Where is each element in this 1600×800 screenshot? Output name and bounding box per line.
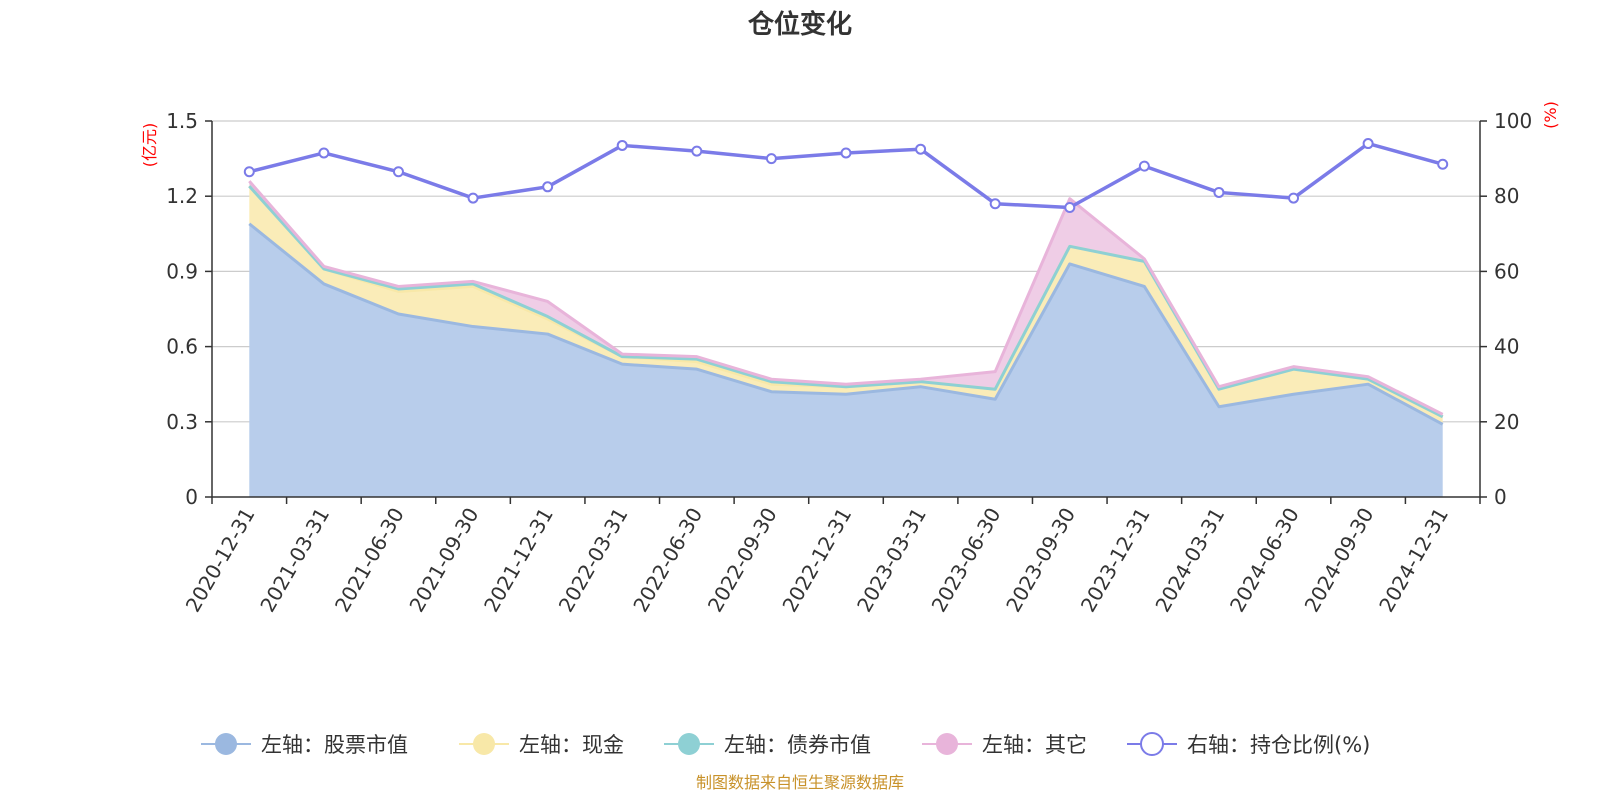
legend-label: 右轴：持仓比例(%) <box>1187 733 1370 757</box>
left-y-label: 0.6 <box>166 335 198 359</box>
left-y-label: 1.2 <box>166 184 198 208</box>
series-lines <box>248 180 1444 426</box>
legend-marker <box>936 733 958 755</box>
area-2 <box>249 186 1443 425</box>
x-label: 2021-12-31 <box>479 504 558 617</box>
legend-label: 左轴：债券市值 <box>724 733 871 757</box>
ratio-point <box>1064 201 1076 213</box>
ratio-point <box>840 147 852 159</box>
ratio-point <box>467 192 479 204</box>
ratio-point <box>915 143 927 155</box>
x-label: 2022-12-31 <box>777 504 856 617</box>
data-source-note: 制图数据来自恒生聚源数据库 <box>696 773 904 792</box>
legend-marker <box>215 733 237 755</box>
ratio-point <box>616 139 628 151</box>
legend-item-2[interactable]: 左轴：现金 <box>459 733 624 757</box>
stacked-areas <box>249 181 1443 498</box>
x-label: 2022-09-30 <box>703 504 782 617</box>
axes <box>205 120 1487 504</box>
right-y-label: 40 <box>1494 335 1519 359</box>
ratio-point <box>1138 160 1150 172</box>
area-1 <box>249 223 1443 498</box>
x-label: 2023-03-31 <box>852 504 931 617</box>
ratio-point <box>1362 138 1374 150</box>
left-y-label: 0.9 <box>166 259 198 283</box>
x-label: 2024-09-30 <box>1300 504 1379 617</box>
right-y-label: 20 <box>1494 410 1519 434</box>
ratio-point <box>1288 192 1300 204</box>
legend-item-1[interactable]: 左轴：股票市值 <box>201 733 408 757</box>
holding-ratio-line <box>243 138 1449 213</box>
x-label: 2023-12-31 <box>1076 504 1155 617</box>
legend-marker <box>473 733 495 755</box>
left-y-label: 0 <box>185 485 198 509</box>
x-label: 2024-03-31 <box>1150 504 1229 617</box>
ratio-point <box>243 166 255 178</box>
ratio-point <box>1437 158 1449 170</box>
x-label: 2023-09-30 <box>1001 504 1080 617</box>
legend: 左轴：股票市值 左轴：现金 左轴：债券市值 左轴：其它 右轴：持仓比例(%) <box>201 732 1370 757</box>
ratio-point <box>318 147 330 159</box>
x-axis-tick-labels: 2020-12-312021-03-312021-06-302021-09-30… <box>181 504 1453 617</box>
x-label: 2024-06-30 <box>1225 504 1304 617</box>
left-axis-unit: (亿元) <box>140 123 159 168</box>
right-y-label: 0 <box>1494 485 1507 509</box>
ratio-point <box>542 181 554 193</box>
x-label: 2022-03-31 <box>554 504 633 617</box>
area-line-3 <box>248 185 1444 419</box>
area-line-1 <box>248 222 1444 426</box>
area-line-4 <box>248 180 1444 416</box>
left-y-label: 0.3 <box>166 410 198 434</box>
right-y-label: 60 <box>1494 259 1519 283</box>
ratio-point <box>1213 186 1225 198</box>
x-label: 2021-09-30 <box>404 504 483 617</box>
legend-item-4[interactable]: 左轴：其它 <box>922 733 1087 757</box>
ratio-point <box>691 145 703 157</box>
ratio-point <box>392 166 404 178</box>
legend-label: 左轴：现金 <box>519 733 624 757</box>
x-label: 2021-06-30 <box>330 504 409 617</box>
right-y-label: 80 <box>1494 184 1519 208</box>
left-y-label: 1.5 <box>166 109 198 133</box>
ratio-point <box>989 198 1001 210</box>
chart-title: 仓位变化 <box>747 9 852 40</box>
legend-marker <box>1140 732 1164 756</box>
legend-label: 左轴：其它 <box>982 733 1087 757</box>
x-label: 2023-06-30 <box>927 504 1006 617</box>
legend-marker <box>678 733 700 755</box>
x-label: 2020-12-31 <box>181 504 260 617</box>
x-label: 2022-06-30 <box>628 504 707 617</box>
x-label: 2021-03-31 <box>255 504 334 617</box>
legend-item-3[interactable]: 左轴：债券市值 <box>664 733 871 757</box>
ratio-point <box>765 153 777 165</box>
x-label: 2024-12-31 <box>1374 504 1453 617</box>
legend-item-5[interactable]: 右轴：持仓比例(%) <box>1127 732 1370 757</box>
legend-label: 左轴：股票市值 <box>261 733 408 757</box>
right-axis-unit: (%) <box>1541 101 1560 129</box>
left-axis-tick-labels: 0 0.3 0.6 0.9 1.2 1.5 <box>166 109 198 509</box>
right-axis-tick-labels: 0 20 40 60 80 100 <box>1494 109 1532 509</box>
right-y-label: 100 <box>1494 109 1532 133</box>
